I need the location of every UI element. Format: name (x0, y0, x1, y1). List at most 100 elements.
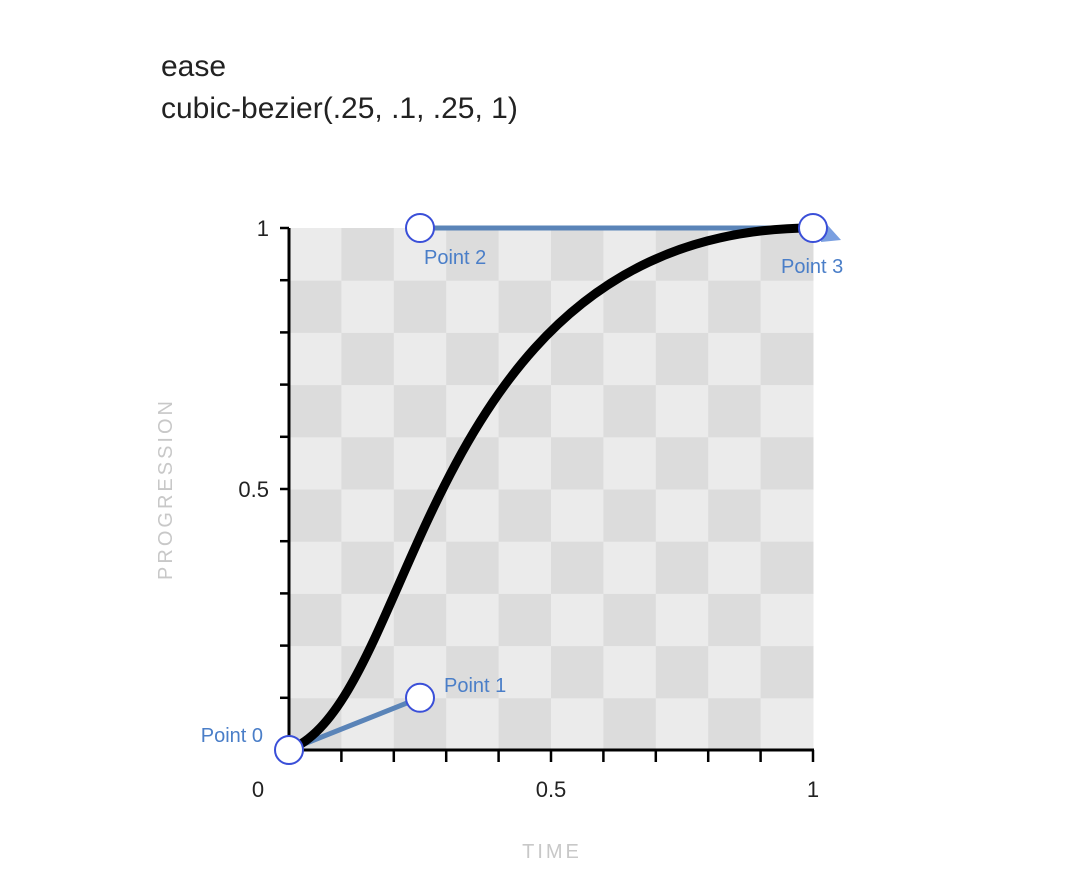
grid-cell (393, 593, 447, 647)
grid-cell (708, 280, 762, 333)
grid-cell (289, 489, 342, 542)
control-point-3 (798, 213, 828, 243)
y-tick-label: 0.5 (238, 477, 269, 502)
grid-cell (760, 697, 814, 751)
grid-cell (498, 645, 552, 699)
grid-cell (289, 541, 342, 594)
grid-cell (289, 645, 342, 699)
grid-cell (446, 489, 500, 542)
control-points: Point 0 Point 1 Point 2 Point 3 (201, 213, 843, 765)
grid-cell (446, 541, 500, 594)
grid-cell (393, 384, 447, 438)
grid-cell (551, 541, 604, 594)
grid-cell (603, 489, 657, 542)
grid-cell (760, 332, 814, 386)
grid-cell (655, 697, 709, 751)
grid-cell (446, 280, 500, 333)
point-label-1: Point 1 (444, 675, 506, 697)
point-label-0: Point 0 (201, 725, 263, 747)
grid-cell (760, 645, 814, 699)
grid-cell (341, 228, 395, 281)
grid-cell (498, 228, 552, 281)
grid-cell (655, 384, 709, 438)
bezier-curve (284, 223, 818, 755)
grid-cell (341, 541, 395, 594)
grid-cell (551, 489, 604, 542)
grid-cell (760, 384, 814, 438)
grid-cell (393, 436, 447, 490)
grid-cell (655, 280, 709, 333)
point-label-3: Point 3 (781, 256, 843, 278)
grid-cell (603, 436, 657, 490)
point-label-2: Point 2 (424, 247, 486, 269)
grid-cell (289, 280, 342, 333)
grid-cell (551, 332, 604, 386)
grid-cell (498, 384, 552, 438)
x-tick-label: 1 (807, 777, 819, 802)
grid-background (289, 228, 814, 751)
grid-cell (393, 332, 447, 386)
grid-cell (341, 332, 395, 386)
grid-cell (603, 645, 657, 699)
x-tick-label: 0.5 (536, 777, 567, 802)
grid-cell (446, 332, 500, 386)
easing-formula: cubic-bezier(.25, .1, .25, 1) (161, 92, 518, 125)
grid-cell (289, 228, 342, 281)
grid-cell (655, 593, 709, 647)
grid-cell (603, 384, 657, 438)
grid-cell (446, 228, 500, 281)
grid-cell (551, 228, 604, 281)
grid-cell (498, 489, 552, 542)
grid-cell (393, 280, 447, 333)
grid-cell (341, 384, 395, 438)
grid-cell (708, 436, 762, 490)
grid-cell (498, 541, 552, 594)
grid-cell (446, 645, 500, 699)
grid-cell (760, 280, 814, 333)
grid-cell (446, 593, 500, 647)
grid-cell (708, 384, 762, 438)
grid-cell (760, 489, 814, 542)
control-point-2 (405, 213, 435, 243)
axis-ticks: 0 0.5 1 0.5 1 (238, 216, 819, 802)
grid-cell (498, 436, 552, 490)
grid-cell (341, 489, 395, 542)
grid-cell (708, 332, 762, 386)
grid-cell (446, 697, 500, 751)
grid-cell (655, 541, 709, 594)
grid-cell (551, 697, 604, 751)
grid-cell (655, 332, 709, 386)
grid-cell (603, 541, 657, 594)
grid-cell (498, 697, 552, 751)
grid-cell (655, 489, 709, 542)
grid-cell (655, 645, 709, 699)
grid-cell (551, 645, 604, 699)
grid-cell (708, 593, 762, 647)
grid-cell (760, 593, 814, 647)
grid-cell (603, 280, 657, 333)
grid-cell (655, 436, 709, 490)
grid-cell (603, 332, 657, 386)
grid-cell (551, 384, 604, 438)
grid-cell (760, 541, 814, 594)
grid-cell (603, 697, 657, 751)
x-axis-title: TIME (522, 841, 582, 863)
grid-cell (551, 593, 604, 647)
grid-cell (289, 332, 342, 386)
grid-cell (289, 593, 342, 647)
easing-name: ease (161, 50, 227, 83)
grid-cell (708, 697, 762, 751)
grid-cell (708, 489, 762, 542)
grid-cell (289, 436, 342, 490)
grid-cell (551, 436, 604, 490)
grid-cell (603, 593, 657, 647)
grid-cell (289, 384, 342, 438)
y-axis-title: PROGRESSION (155, 398, 177, 580)
grid-cell (708, 541, 762, 594)
grid-cell (498, 593, 552, 647)
control-point-1 (405, 682, 435, 713)
control-point-0 (274, 735, 304, 765)
y-tick-label: 1 (257, 216, 269, 241)
grid-cell (341, 436, 395, 490)
